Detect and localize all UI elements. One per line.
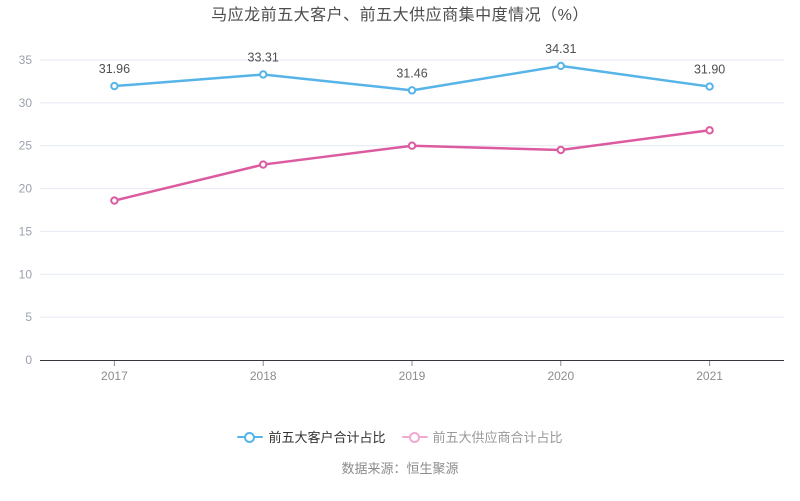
series-line-suppliers — [113, 129, 711, 202]
legend-label-suppliers: 前五大供应商合计占比 — [432, 430, 563, 445]
y-axis-tick-label: 25 — [19, 139, 33, 153]
y-axis-tick-label: 30 — [19, 96, 33, 110]
x-axis-tick-label: 2020 — [547, 369, 574, 383]
y-axis-tick-label: 15 — [19, 224, 33, 238]
legend-label-customers: 前五大客户合计占比 — [268, 430, 386, 445]
x-axis-tick-label: 2019 — [399, 369, 426, 383]
data-point-label: 31.46 — [396, 66, 427, 80]
data-point-label: 31.90 — [694, 63, 725, 77]
data-point-customers[interactable] — [407, 86, 417, 95]
x-axis-tick-label: 2018 — [250, 369, 277, 383]
plot-area: 0 5 10 15 20 25 30 35 2017 2018 2019 2020 2021 31.96 3… — [19, 42, 784, 383]
legend-item-customers[interactable]: 前五大客户合计占比 — [237, 427, 386, 446]
line-circle-marker-icon — [237, 431, 264, 443]
chart-title: 马应龙前五大客户、前五大供应商集中度情况（%） — [211, 7, 589, 24]
y-axis-tick-label: 10 — [19, 267, 33, 281]
data-point-suppliers[interactable] — [110, 196, 119, 205]
data-point-suppliers[interactable] — [259, 160, 268, 169]
data-point-label: 33.31 — [248, 50, 279, 64]
data-point-label: 34.31 — [545, 42, 576, 56]
y-axis-tick-label: 0 — [25, 353, 32, 367]
legend-item-suppliers[interactable]: 前五大供应商合计占比 — [401, 427, 563, 446]
line-circle-marker-icon — [401, 431, 428, 443]
data-point-customers[interactable] — [110, 81, 119, 91]
legend: 前五大客户合计占比 前五大供应商合计占比 — [0, 427, 800, 446]
data-point-suppliers[interactable] — [407, 141, 417, 150]
x-axis-tick-label: 2021 — [696, 369, 723, 383]
y-axis-tick-label: 5 — [25, 310, 32, 324]
data-point-label: 31.96 — [99, 62, 130, 76]
data-point-customers[interactable] — [705, 82, 714, 91]
data-point-suppliers[interactable] — [556, 145, 565, 155]
data-point-suppliers[interactable] — [705, 126, 714, 135]
data-point-customers[interactable] — [259, 70, 268, 79]
y-axis-tick-label: 35 — [19, 53, 33, 67]
y-axis-tick-label: 20 — [19, 182, 33, 196]
data-source-caption: 数据来源：恒生聚源 — [341, 461, 459, 476]
x-axis-tick-label: 2017 — [101, 369, 128, 383]
data-point-customers[interactable] — [556, 61, 565, 71]
